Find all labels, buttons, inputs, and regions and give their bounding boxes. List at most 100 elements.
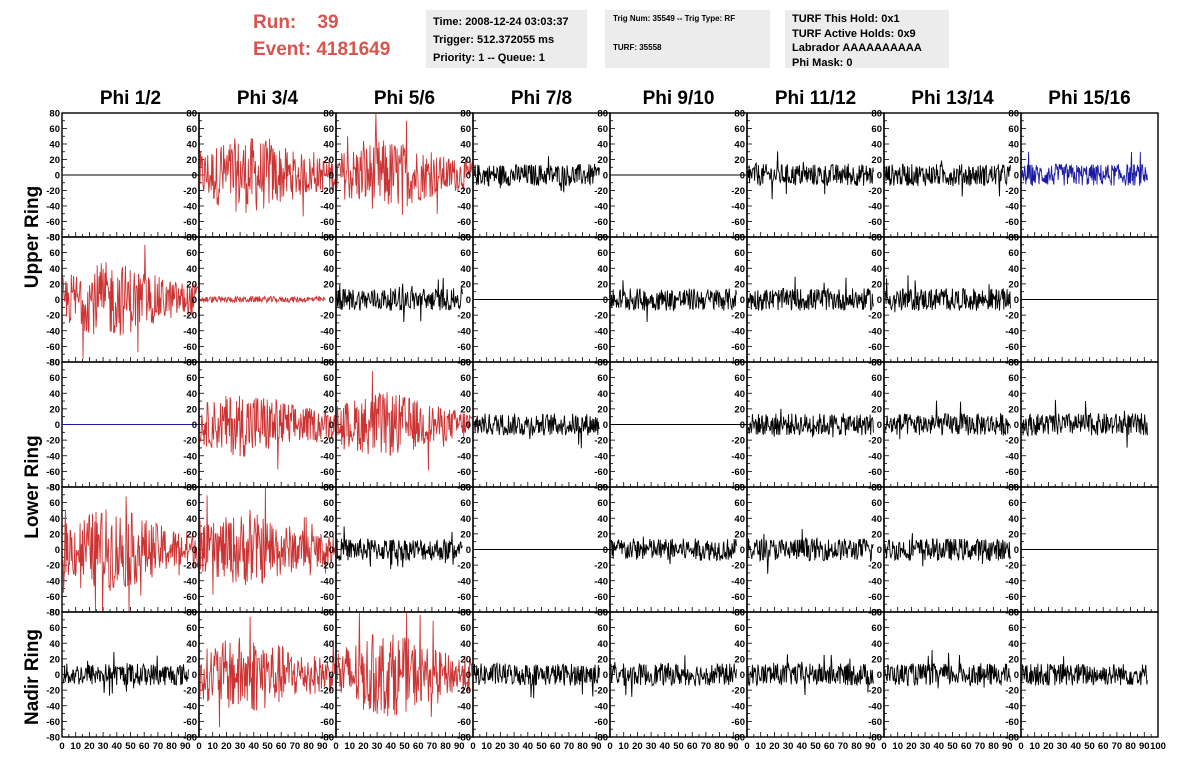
y-tick-label: 60 <box>49 124 60 135</box>
y-tick-label: 60 <box>734 373 745 384</box>
trigger-text: Trigger: 512.372055 ms <box>433 34 555 46</box>
waveform-trace <box>884 533 1011 567</box>
trigger-info-box: Trig Num: 35549 -- Trig Type: RF TURF: 3… <box>605 10 770 68</box>
y-tick-label: 20 <box>460 654 471 665</box>
y-tick-label: 80 <box>734 358 745 369</box>
y-tick-label: -80 <box>594 233 608 244</box>
y-tick-label: -60 <box>1005 717 1019 728</box>
x-tick-label: 0 <box>196 741 201 752</box>
x-tick-label: 10 <box>70 741 81 752</box>
y-tick-label: -40 <box>183 701 197 712</box>
time-text: Time: 2008-12-24 03:03:37 <box>433 16 569 28</box>
y-tick-label: 80 <box>1008 358 1019 369</box>
x-tick-label: 30 <box>920 741 931 752</box>
y-tick-label: 60 <box>49 373 60 384</box>
y-tick-label: 40 <box>871 639 882 650</box>
y-tick-label: 60 <box>186 623 197 634</box>
y-tick-label: 40 <box>186 140 197 151</box>
y-tick-label: -80 <box>183 358 197 369</box>
y-tick-label: 0 <box>466 670 471 681</box>
y-tick-label: -80 <box>731 233 745 244</box>
y-tick-label: 20 <box>734 404 745 415</box>
ring-label: Upper Ring <box>22 186 43 288</box>
y-tick-label: -20 <box>1005 186 1019 197</box>
y-tick-label: -60 <box>183 592 197 603</box>
x-tick-label: 0 <box>881 741 886 752</box>
waveform-trace <box>884 275 1011 313</box>
y-tick-label: 60 <box>734 124 745 135</box>
x-tick-label: 80 <box>851 741 862 752</box>
y-tick-label: 20 <box>460 279 471 290</box>
y-tick-label: -20 <box>731 436 745 447</box>
x-tick-label: 30 <box>372 741 383 752</box>
y-tick-label: -20 <box>868 186 882 197</box>
y-tick-label: 0 <box>1014 171 1019 182</box>
x-tick-label: 100 <box>1150 741 1166 752</box>
y-tick-label: -40 <box>868 576 882 587</box>
y-tick-label: 60 <box>734 248 745 259</box>
y-tick-label: 60 <box>186 498 197 509</box>
y-tick-label: -60 <box>594 467 608 478</box>
y-tick-label: 0 <box>466 420 471 431</box>
y-tick-label: 60 <box>871 248 882 259</box>
turf-info-box: TURF This Hold: 0x1 TURF Active Holds: 0… <box>785 10 949 69</box>
y-tick-label: 80 <box>734 608 745 619</box>
x-tick-label: 80 <box>440 741 451 752</box>
y-tick-label: 0 <box>740 545 745 556</box>
y-tick-label: -40 <box>731 701 745 712</box>
x-tick-label: 0 <box>470 741 475 752</box>
y-tick-label: 40 <box>734 389 745 400</box>
y-tick-label: 60 <box>1008 373 1019 384</box>
waveform-trace <box>62 496 199 612</box>
y-tick-label: -40 <box>1005 326 1019 337</box>
y-tick-label: 80 <box>460 483 471 494</box>
y-tick-label: -40 <box>320 202 334 213</box>
y-tick-label: -80 <box>1005 608 1019 619</box>
waveform-trace <box>1021 151 1148 186</box>
y-tick-label: 40 <box>1008 639 1019 650</box>
y-tick-label: 80 <box>1008 233 1019 244</box>
x-tick-label: 60 <box>824 741 835 752</box>
y-tick-label: -60 <box>1005 592 1019 603</box>
y-tick-label: -20 <box>46 561 60 572</box>
y-tick-label: 60 <box>597 373 608 384</box>
y-tick-label: -20 <box>183 186 197 197</box>
phi-mask-text: Phi Mask: 0 <box>792 56 853 69</box>
waveform-trace <box>473 413 600 449</box>
y-tick-label: -60 <box>320 217 334 228</box>
y-tick-label: -40 <box>320 451 334 462</box>
y-tick-label: 40 <box>734 140 745 151</box>
waveform-trace <box>747 654 874 696</box>
y-tick-label: -40 <box>594 202 608 213</box>
waveform-trace <box>473 156 600 193</box>
x-tick-label: 20 <box>769 741 780 752</box>
y-tick-label: -80 <box>731 483 745 494</box>
y-tick-label: -20 <box>320 686 334 697</box>
y-tick-label: 20 <box>597 404 608 415</box>
x-tick-label: 10 <box>481 741 492 752</box>
y-tick-label: 60 <box>460 498 471 509</box>
y-tick-label: 60 <box>49 248 60 259</box>
y-tick-label: 40 <box>49 389 60 400</box>
waveform-trace <box>884 649 1011 689</box>
y-tick-label: -40 <box>457 202 471 213</box>
y-tick-label: 20 <box>734 155 745 166</box>
y-tick-label: 0 <box>877 171 882 182</box>
y-tick-label: 80 <box>186 608 197 619</box>
y-tick-label: 0 <box>740 420 745 431</box>
y-tick-label: -40 <box>46 202 60 213</box>
y-tick-label: 20 <box>1008 654 1019 665</box>
x-tick-label: 70 <box>290 741 301 752</box>
waveform-trace <box>610 536 737 565</box>
y-tick-label: -60 <box>320 717 334 728</box>
y-tick-label: -40 <box>731 451 745 462</box>
y-tick-label: 60 <box>1008 124 1019 135</box>
waveform-trace <box>747 408 874 438</box>
waveform-trace <box>336 113 473 215</box>
phi-header: Phi 5/6 <box>374 88 435 109</box>
y-tick-label: 20 <box>871 654 882 665</box>
x-tick-label: 70 <box>153 741 164 752</box>
y-tick-label: -20 <box>457 436 471 447</box>
y-tick-label: 20 <box>1008 279 1019 290</box>
y-tick-label: -80 <box>731 608 745 619</box>
